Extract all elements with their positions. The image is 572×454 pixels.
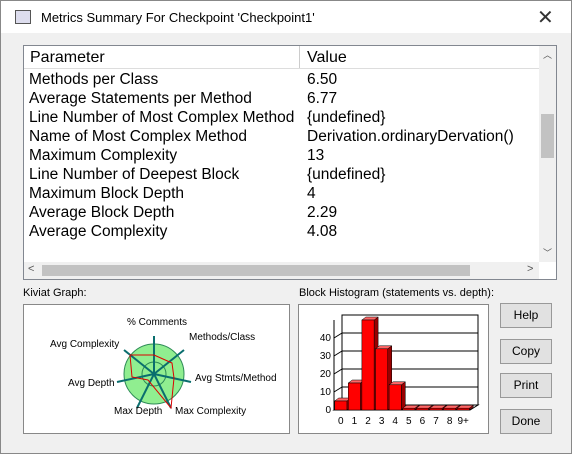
value-cell: {undefined} — [307, 166, 386, 183]
x-tick-label: 6 — [420, 416, 426, 427]
value-cell: 4.08 — [307, 223, 338, 240]
histogram-panel: 0 10 20 30 40 0 1 2 3 4 5 6 7 8 9+ — [298, 304, 489, 434]
metrics-list: Parameter Value Methods per Class 6.50 Ave… — [23, 45, 557, 280]
bar — [429, 407, 443, 411]
parameter-cell: Name of Most Complex Method — [29, 128, 247, 145]
value-cell: {undefined} — [307, 109, 386, 126]
kiviat-axis-label: Avg Depth — [68, 378, 115, 389]
kiviat-shape — [129, 354, 175, 410]
column-header[interactable]: Value — [307, 49, 347, 66]
column-header[interactable]: Parameter — [30, 49, 105, 66]
x-tick-label: 0 — [338, 416, 344, 427]
parameter-cell: Average Block Depth — [29, 204, 175, 221]
kiviat-axis-label: Avg Complexity — [50, 339, 119, 350]
window-title: Metrics Summary For Checkpoint 'Checkpoi… — [41, 10, 315, 25]
horizontal-scrollbar[interactable]: < > — [24, 262, 539, 279]
x-tick-label: 9+ — [457, 416, 469, 427]
x-tick-label: 2 — [365, 416, 371, 427]
bar — [388, 384, 402, 411]
bar — [348, 382, 361, 411]
y-tick-label: 30 — [320, 351, 332, 362]
kiviat-axis-label: % Comments — [127, 317, 187, 328]
scroll-thumb[interactable] — [42, 265, 470, 276]
x-tick-label: 8 — [447, 416, 453, 427]
parameter-cell: Maximum Complexity — [29, 147, 178, 164]
x-tick-label: 7 — [433, 416, 439, 427]
value-cell: 13 — [307, 147, 325, 164]
histogram-label: Block Histogram (statements vs. depth): — [299, 287, 495, 299]
kiviat-panel: % Comments Methods/Class Avg Stmts/Method M… — [23, 304, 290, 434]
bar — [402, 407, 416, 411]
value-cell: 2.29 — [307, 204, 338, 221]
tick — [333, 350, 343, 357]
x-tick-label: 3 — [379, 416, 385, 427]
parameter-cell: Line Number of Most Complex Method — [29, 109, 295, 126]
button[interactable]: Print — [500, 373, 552, 398]
bar — [334, 400, 348, 411]
value-cell: 6.77 — [307, 90, 338, 107]
button[interactable]: Copy — [500, 339, 552, 364]
scroll-thumb[interactable] — [541, 114, 554, 158]
bar — [443, 407, 456, 411]
close-button[interactable]: ✕ — [537, 7, 554, 29]
kiviat-axis-label: Avg Stmts/Method — [195, 373, 277, 384]
tick — [333, 332, 343, 339]
value-cell: 6.50 — [307, 71, 338, 88]
bar — [456, 407, 470, 411]
bar — [361, 319, 375, 411]
value-cell: Derivation.ordinaryDervation() — [307, 128, 514, 145]
x-tick-label: 5 — [406, 416, 412, 427]
scroll-right[interactable]: > — [527, 263, 534, 275]
scroll-up[interactable]: ︿ — [543, 50, 553, 60]
button[interactable]: Done — [500, 409, 552, 434]
x-tick-label: 1 — [352, 416, 358, 427]
y-tick-label: 0 — [325, 405, 331, 416]
window-icon — [15, 10, 31, 24]
vertical-scrollbar[interactable]: ︿ ﹀ — [539, 46, 556, 262]
y-tick-label: 40 — [320, 333, 332, 344]
parameter-cell: Average Statements per Method — [29, 90, 252, 107]
column-divider — [299, 46, 300, 68]
x-tick-label: 4 — [392, 416, 398, 427]
kiviat-axis-label: Max Depth — [114, 406, 162, 417]
kiviat-axis-label: Max Complexity — [175, 406, 246, 417]
tick — [333, 368, 343, 375]
y-tick-label: 10 — [320, 387, 332, 398]
scroll-down[interactable]: ﹀ — [543, 248, 553, 258]
parameter-cell: Average Complexity — [29, 223, 168, 240]
bar-side — [401, 381, 406, 411]
value-cell: 4 — [307, 185, 316, 202]
bar — [416, 407, 429, 411]
title-bar: Metrics Summary For Checkpoint 'Checkpoi… — [1, 1, 571, 33]
tick — [333, 386, 343, 393]
kiviat-label: Kiviat Graph: — [23, 287, 87, 299]
y-tick-label: 20 — [320, 369, 332, 380]
parameter-cell: Line Number of Deepest Block — [29, 166, 240, 183]
parameter-cell: Methods per Class — [29, 71, 159, 88]
list-header — [24, 46, 556, 69]
parameter-cell: Maximum Block Depth — [29, 185, 185, 202]
kiviat-axis-label: Methods/Class — [189, 332, 255, 343]
bar — [375, 348, 388, 411]
button[interactable]: Help — [500, 303, 552, 328]
scroll-left[interactable]: < — [28, 263, 35, 275]
